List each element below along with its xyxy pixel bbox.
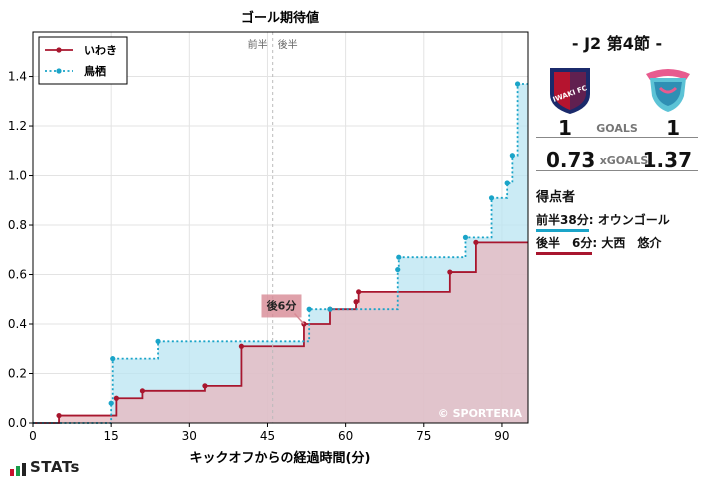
data-point (110, 356, 116, 362)
data-point (504, 180, 510, 186)
data-point (473, 239, 479, 245)
stats-logo-text: STATs (30, 458, 80, 476)
plot-frame (32, 31, 529, 424)
legend-marker (56, 47, 62, 53)
home-score: 1 (558, 116, 572, 140)
grid (32, 32, 528, 424)
x-tick-label: 30 (182, 429, 197, 443)
divider (536, 137, 698, 138)
y-tick-label: 1.2 (8, 119, 27, 133)
legend-marker (56, 68, 62, 74)
away-score: 1 (666, 116, 680, 140)
annotations: 後6分 © SPORTERIA (261, 294, 523, 420)
data-point (155, 338, 161, 344)
x-tick-label: 45 (260, 429, 275, 443)
data-point (238, 343, 245, 349)
data-point (113, 395, 119, 401)
legend-label: 鳥栖 (84, 64, 106, 78)
chart-title: ゴール期待値 (241, 10, 319, 26)
data-point (353, 299, 359, 305)
series-line-いわき (33, 241, 528, 424)
xg-label: xGOALS (599, 154, 649, 167)
y-tick-label: 0.8 (8, 218, 27, 232)
data-point (514, 81, 521, 87)
x-axis-label: キックオフからの経過時間(分) (190, 450, 371, 466)
data-point (327, 306, 333, 312)
xg-row: 0.73 xGOALS 1.37 (536, 148, 698, 172)
away-crest-icon (646, 69, 690, 112)
series-points (56, 81, 521, 419)
data-point (395, 266, 401, 273)
y-tick-label: 0.0 (8, 416, 27, 430)
scorer-name: オウンゴール (597, 213, 670, 227)
x-tick-label: 75 (416, 429, 431, 443)
data-point (202, 383, 208, 389)
x-tick-label: 15 (104, 429, 119, 443)
annotation-box (261, 294, 302, 318)
halftime-label-second: 後半 (278, 38, 298, 51)
goals-row: 1 GOALS 1 (536, 116, 698, 140)
data-point (108, 400, 114, 406)
x-tick-label: 0 (29, 429, 37, 443)
y-tick-label: 1.4 (8, 70, 27, 84)
stats-bars-icon (10, 463, 26, 476)
scorer-row: 後半 6分: 大西 悠介 (536, 234, 661, 255)
data-point (488, 195, 495, 201)
stats-logo: STATs (10, 458, 80, 476)
data-point (447, 269, 453, 275)
xg-chart: ゴール期待値 前半 後半 0 15 30 45 60 75 90 0.0 0.2 0.4 0.6 0.8 1… (8, 10, 529, 466)
area-いわき (33, 242, 528, 423)
axes: 前半 後半 0 15 30 45 60 75 90 0.0 0.2 0.4 0.6 0.8 1.0 1.2 1.… (8, 31, 529, 443)
scorer-time: 前半38分 (536, 211, 589, 232)
scorers-heading: 得点者 (536, 190, 576, 205)
data-point (509, 153, 515, 159)
scorer-row: 前半38分: オウンゴール (536, 211, 670, 232)
annotation-label: 後6分 (267, 298, 297, 312)
goals-label: GOALS (596, 122, 638, 135)
data-point (462, 234, 469, 240)
y-tick-label: 1.0 (8, 169, 27, 183)
data-point (396, 254, 402, 260)
scorer-name: 大西 悠介 (601, 236, 662, 250)
x-tick-label: 90 (494, 429, 509, 443)
legend-box (38, 36, 128, 85)
divider (536, 170, 698, 171)
match-title: - J2 第4節 - (571, 34, 663, 53)
area-fills (33, 83, 528, 423)
y-tick-label: 0.2 (8, 367, 27, 381)
match-panel: - J2 第4節 - IWAKI FC 1 GOALS 1 0.73 xGOAL… (532, 0, 707, 479)
x-tick-label: 60 (338, 429, 353, 443)
home-crest-icon: IWAKI FC (550, 68, 590, 114)
legend-label: いわき (84, 44, 117, 57)
data-point (139, 388, 146, 394)
data-point (56, 412, 62, 419)
data-point (356, 289, 362, 295)
halftime-label-first: 前半 (248, 38, 268, 51)
y-tick-label: 0.6 (8, 268, 27, 282)
y-tick-label: 0.4 (8, 317, 27, 331)
watermark: © SPORTERIA (438, 407, 523, 420)
home-xg: 0.73 (546, 148, 596, 172)
data-point (306, 306, 312, 312)
away-xg: 1.37 (642, 148, 692, 172)
scorer-time: 後半 6分 (536, 234, 593, 255)
